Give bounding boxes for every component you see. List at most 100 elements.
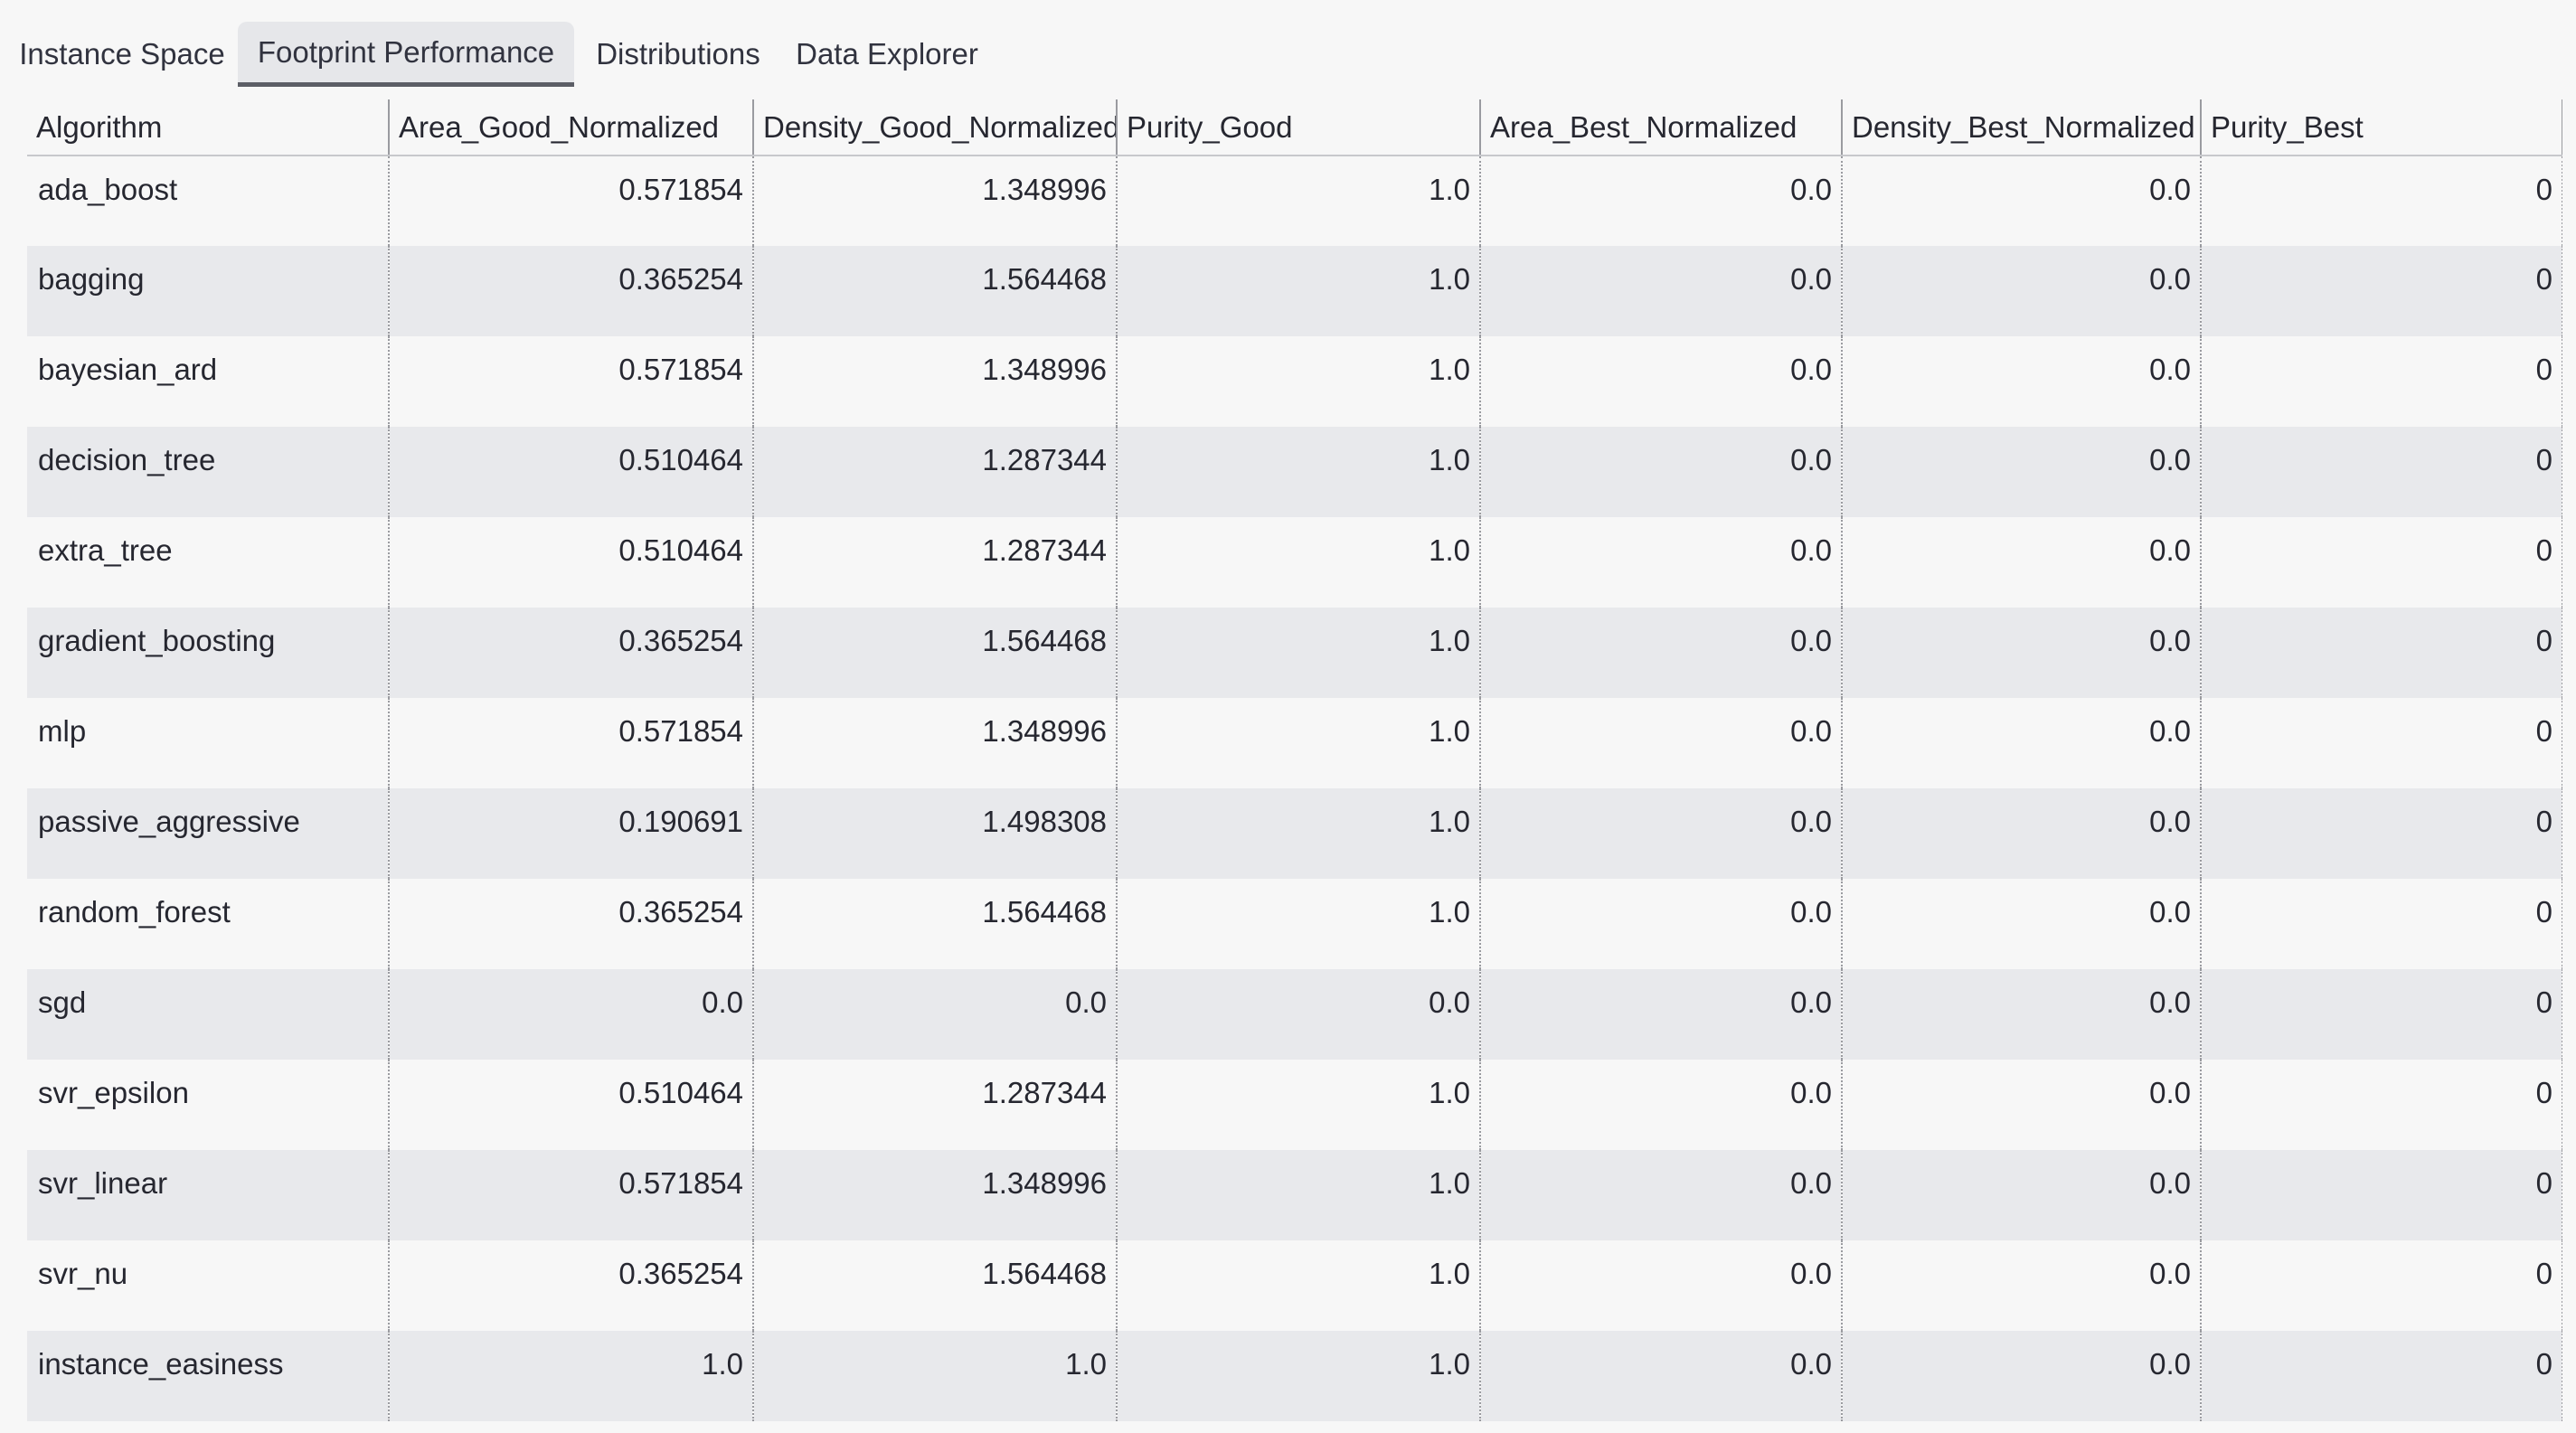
value-cell[interactable]: 0.510464 — [389, 517, 754, 608]
value-cell[interactable]: 0 — [2201, 246, 2562, 336]
value-cell[interactable]: 0.0 — [1842, 246, 2202, 336]
tab-data-explorer[interactable]: Data Explorer — [796, 37, 978, 71]
value-cell[interactable]: 0.365254 — [389, 1240, 754, 1331]
value-cell[interactable]: 0.0 — [1480, 608, 1843, 698]
tab-instance-space[interactable]: Instance Space — [19, 37, 225, 71]
algorithm-cell[interactable]: passive_aggressive — [27, 788, 390, 879]
value-cell[interactable]: 0.571854 — [389, 1150, 754, 1240]
value-cell[interactable]: 1.348996 — [753, 1150, 1118, 1240]
value-cell[interactable]: 0.365254 — [389, 246, 754, 336]
value-cell[interactable]: 0 — [2201, 336, 2562, 427]
value-cell[interactable]: 0.0 — [1480, 1150, 1843, 1240]
value-cell[interactable]: 0 — [2201, 608, 2562, 698]
algorithm-cell[interactable]: decision_tree — [27, 427, 390, 517]
value-cell[interactable]: 0.0 — [1480, 156, 1843, 246]
value-cell[interactable]: 1.0 — [1117, 879, 1481, 969]
tab-footprint-performance[interactable]: Footprint Performance — [238, 22, 574, 87]
value-cell[interactable]: 0.0 — [1842, 156, 2202, 246]
column-header-area-best-normalized[interactable]: Area_Best_Normalized — [1480, 99, 1843, 156]
value-cell[interactable]: 0 — [2201, 788, 2562, 879]
value-cell[interactable]: 1.287344 — [753, 427, 1118, 517]
algorithm-cell[interactable]: svr_epsilon — [27, 1060, 390, 1150]
value-cell[interactable]: 0.510464 — [389, 1060, 754, 1150]
value-cell[interactable]: 0.0 — [1842, 788, 2202, 879]
value-cell[interactable]: 1.564468 — [753, 608, 1118, 698]
footprint-performance-table[interactable]: Algorithm Area_Good_Normalized Density_G… — [27, 99, 2562, 1424]
value-cell[interactable]: 0.0 — [1480, 788, 1843, 879]
value-cell[interactable]: 0.0 — [1480, 969, 1843, 1060]
value-cell[interactable]: 1.564468 — [753, 246, 1118, 336]
algorithm-cell[interactable]: bagging — [27, 246, 390, 336]
value-cell[interactable]: 1.0 — [1117, 427, 1481, 517]
value-cell[interactable]: 1.0 — [1117, 156, 1481, 246]
algorithm-cell[interactable]: random_forest — [27, 879, 390, 969]
value-cell[interactable]: 0.571854 — [389, 698, 754, 788]
value-cell[interactable]: 1.0 — [1117, 517, 1481, 608]
column-header-area-good-normalized[interactable]: Area_Good_Normalized — [389, 99, 754, 156]
value-cell[interactable]: 0.0 — [753, 969, 1118, 1060]
algorithm-cell[interactable]: sgd — [27, 969, 390, 1060]
value-cell[interactable]: 0.365254 — [389, 608, 754, 698]
algorithm-cell[interactable]: ada_boost — [27, 156, 390, 246]
value-cell[interactable]: 1.348996 — [753, 336, 1118, 427]
value-cell[interactable]: 0.0 — [1480, 427, 1843, 517]
value-cell[interactable]: 1.0 — [1117, 1331, 1481, 1421]
value-cell[interactable]: 0.571854 — [389, 336, 754, 427]
value-cell[interactable]: 1.0 — [1117, 1240, 1481, 1331]
value-cell[interactable]: 1.564468 — [753, 1240, 1118, 1331]
value-cell[interactable]: 0 — [2201, 879, 2562, 969]
column-header-purity-best[interactable]: Purity_Best — [2201, 99, 2562, 156]
value-cell[interactable]: 1.287344 — [753, 517, 1118, 608]
value-cell[interactable]: 1.0 — [1117, 698, 1481, 788]
value-cell[interactable]: 1.0 — [1117, 608, 1481, 698]
value-cell[interactable]: 1.564468 — [753, 879, 1118, 969]
algorithm-cell[interactable]: gradient_boosting — [27, 608, 390, 698]
algorithm-cell[interactable]: svr_nu — [27, 1240, 390, 1331]
value-cell[interactable]: 0.0 — [1842, 879, 2202, 969]
value-cell[interactable]: 0 — [2201, 1331, 2562, 1421]
value-cell[interactable]: 0 — [2201, 427, 2562, 517]
value-cell[interactable]: 0.0 — [389, 969, 754, 1060]
column-header-purity-good[interactable]: Purity_Good — [1117, 99, 1481, 156]
value-cell[interactable]: 1.0 — [1117, 246, 1481, 336]
value-cell[interactable]: 0 — [2201, 1150, 2562, 1240]
value-cell[interactable]: 0.190691 — [389, 788, 754, 879]
column-header-algorithm[interactable]: Algorithm — [27, 99, 390, 156]
value-cell[interactable]: 0.0 — [1842, 517, 2202, 608]
value-cell[interactable]: 1.498308 — [753, 788, 1118, 879]
value-cell[interactable]: 0 — [2201, 517, 2562, 608]
algorithm-cell[interactable]: svr_linear — [27, 1150, 390, 1240]
value-cell[interactable]: 0.571854 — [389, 156, 754, 246]
value-cell[interactable]: 1.0 — [1117, 1150, 1481, 1240]
value-cell[interactable]: 0.510464 — [389, 427, 754, 517]
value-cell[interactable]: 0 — [2201, 156, 2562, 246]
value-cell[interactable]: 1.348996 — [753, 698, 1118, 788]
column-header-density-best-normalized[interactable]: Density_Best_Normalized — [1842, 99, 2202, 156]
algorithm-cell[interactable]: extra_tree — [27, 517, 390, 608]
value-cell[interactable]: 0 — [2201, 1240, 2562, 1331]
value-cell[interactable]: 0 — [2201, 1060, 2562, 1150]
value-cell[interactable]: 1.0 — [753, 1331, 1118, 1421]
value-cell[interactable]: 0.0 — [1842, 1060, 2202, 1150]
tab-distributions[interactable]: Distributions — [596, 37, 760, 71]
value-cell[interactable]: 0.0 — [1842, 698, 2202, 788]
value-cell[interactable]: 0.0 — [1842, 336, 2202, 427]
value-cell[interactable]: 0 — [2201, 969, 2562, 1060]
value-cell[interactable]: 0.0 — [1842, 608, 2202, 698]
value-cell[interactable]: 0 — [2201, 698, 2562, 788]
value-cell[interactable]: 0.0 — [1842, 1240, 2202, 1331]
value-cell[interactable]: 1.0 — [1117, 788, 1481, 879]
value-cell[interactable]: 0.0 — [1842, 427, 2202, 517]
value-cell[interactable]: 0.0 — [1842, 1331, 2202, 1421]
value-cell[interactable]: 1.0 — [1117, 336, 1481, 427]
column-header-density-good-normalized[interactable]: Density_Good_Normalized — [753, 99, 1118, 156]
value-cell[interactable]: 0.0 — [1480, 698, 1843, 788]
value-cell[interactable]: 0.0 — [1842, 969, 2202, 1060]
value-cell[interactable]: 1.287344 — [753, 1060, 1118, 1150]
value-cell[interactable]: 0.0 — [1480, 879, 1843, 969]
value-cell[interactable]: 0.0 — [1480, 1240, 1843, 1331]
value-cell[interactable]: 0.0 — [1480, 1060, 1843, 1150]
algorithm-cell[interactable]: instance_easiness — [27, 1331, 390, 1421]
value-cell[interactable]: 0.365254 — [389, 879, 754, 969]
value-cell[interactable]: 1.0 — [389, 1331, 754, 1421]
